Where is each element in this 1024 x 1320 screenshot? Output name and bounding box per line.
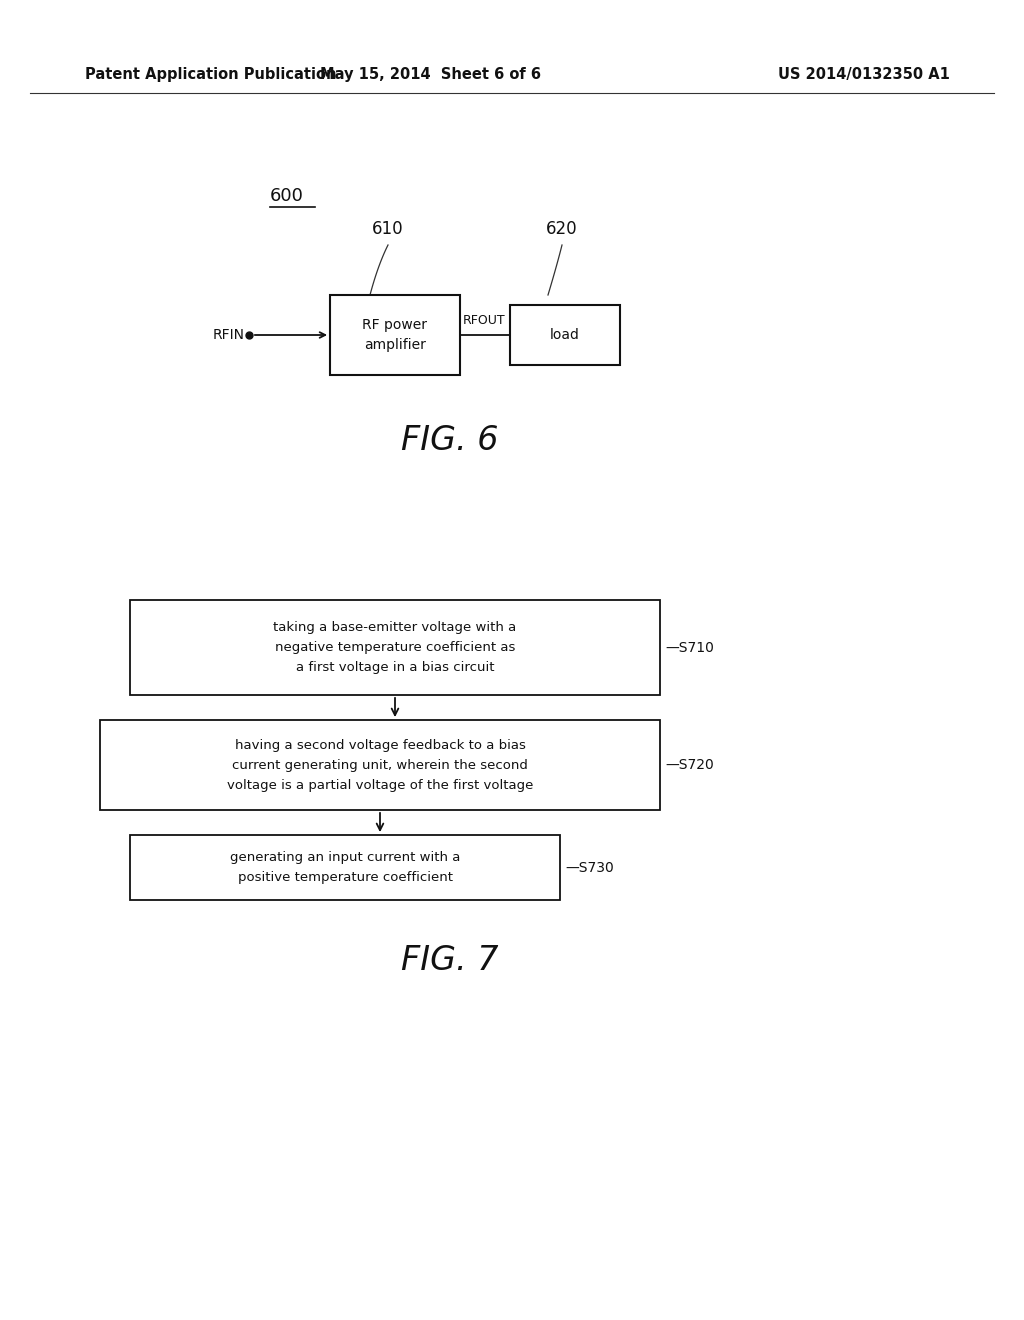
Text: RF power: RF power xyxy=(362,318,427,333)
Text: —S710: —S710 xyxy=(665,640,714,655)
Text: 620: 620 xyxy=(546,220,578,238)
Text: RFOUT: RFOUT xyxy=(463,314,506,327)
Text: load: load xyxy=(550,327,580,342)
Text: FIG. 7: FIG. 7 xyxy=(401,944,499,977)
Bar xyxy=(510,305,620,366)
Text: Patent Application Publication: Patent Application Publication xyxy=(85,67,337,82)
Text: —S720: —S720 xyxy=(665,758,714,772)
Text: —S730: —S730 xyxy=(565,861,613,874)
Text: taking a base-emitter voltage with a
negative temperature coefficient as
a first: taking a base-emitter voltage with a neg… xyxy=(273,620,517,675)
Bar xyxy=(130,601,660,696)
Text: RFIN: RFIN xyxy=(213,327,245,342)
Text: having a second voltage feedback to a bias
current generating unit, wherein the : having a second voltage feedback to a bi… xyxy=(226,738,534,792)
Bar xyxy=(130,836,560,900)
Text: 610: 610 xyxy=(372,220,403,238)
Bar xyxy=(330,294,460,375)
Text: May 15, 2014  Sheet 6 of 6: May 15, 2014 Sheet 6 of 6 xyxy=(319,67,541,82)
Text: US 2014/0132350 A1: US 2014/0132350 A1 xyxy=(778,67,950,82)
Text: generating an input current with a
positive temperature coefficient: generating an input current with a posit… xyxy=(229,851,460,884)
Text: FIG. 6: FIG. 6 xyxy=(401,424,499,457)
Bar xyxy=(100,719,660,810)
Text: 600: 600 xyxy=(270,187,304,205)
Text: amplifier: amplifier xyxy=(365,338,426,352)
